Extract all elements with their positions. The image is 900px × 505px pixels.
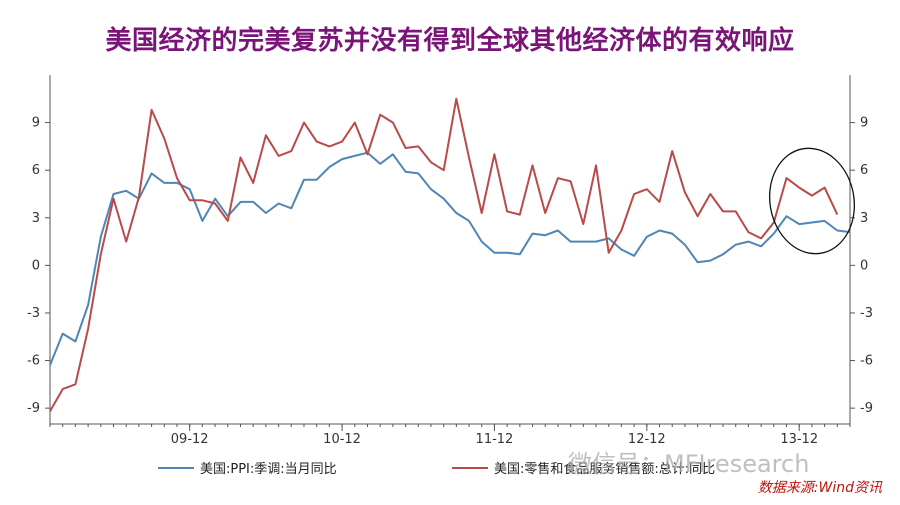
legend-item-ppi: 美国:PPI:季调:当月同比	[158, 458, 337, 477]
axes: 9 9 6 6 3 3 0 0 -3 -3 -6 -6 -9 -9 09-12 10-12 11-12 12-12…	[27, 75, 873, 447]
legend-swatch-ppi	[158, 466, 194, 469]
y-tick-label-right: 6	[860, 163, 868, 178]
x-tick-label: 12-12	[628, 432, 666, 447]
source-note: 数据来源:Wind资讯	[757, 480, 882, 496]
series-lines	[49, 97, 851, 412]
x-tick-label: 09-12	[171, 432, 209, 447]
series-line-retail	[49, 97, 839, 412]
legend-label-retail: 美国:零售和食品服务销售额:总计:同比	[494, 462, 716, 477]
legend-swatch-retail	[452, 466, 488, 469]
chart-title: 美国经济的完美复苏并没有得到全球其他经济体的有效响应	[105, 26, 795, 56]
y-tick-label-right: 9	[860, 116, 868, 131]
y-tick-label-right: -6	[860, 354, 873, 369]
y-tick-label-left: -6	[27, 354, 40, 369]
y-tick-label-left: 9	[32, 116, 40, 131]
y-tick-label-left: 0	[32, 258, 40, 273]
y-tick-label-left: 6	[32, 163, 40, 178]
y-tick-label-right: -3	[860, 306, 873, 321]
annotations	[768, 147, 856, 255]
y-tick-label-left: -9	[27, 401, 40, 416]
highlight-circle	[768, 147, 856, 255]
x-tick-label: 13-12	[780, 432, 818, 447]
series-line-ppi	[49, 151, 851, 366]
y-tick-label-left: 3	[32, 211, 40, 226]
legend-label-ppi: 美国:PPI:季调:当月同比	[200, 462, 337, 477]
y-tick-label-left: -3	[27, 306, 40, 321]
x-tick-label: 10-12	[323, 432, 361, 447]
y-tick-label-right: -9	[860, 401, 873, 416]
y-tick-label-right: 0	[860, 258, 868, 273]
legend-item-retail: 美国:零售和食品服务销售额:总计:同比	[452, 458, 715, 477]
y-tick-label-right: 3	[860, 211, 868, 226]
watermark: 微信号：MFIresearch	[568, 450, 810, 478]
x-tick-label: 11-12	[476, 432, 514, 447]
